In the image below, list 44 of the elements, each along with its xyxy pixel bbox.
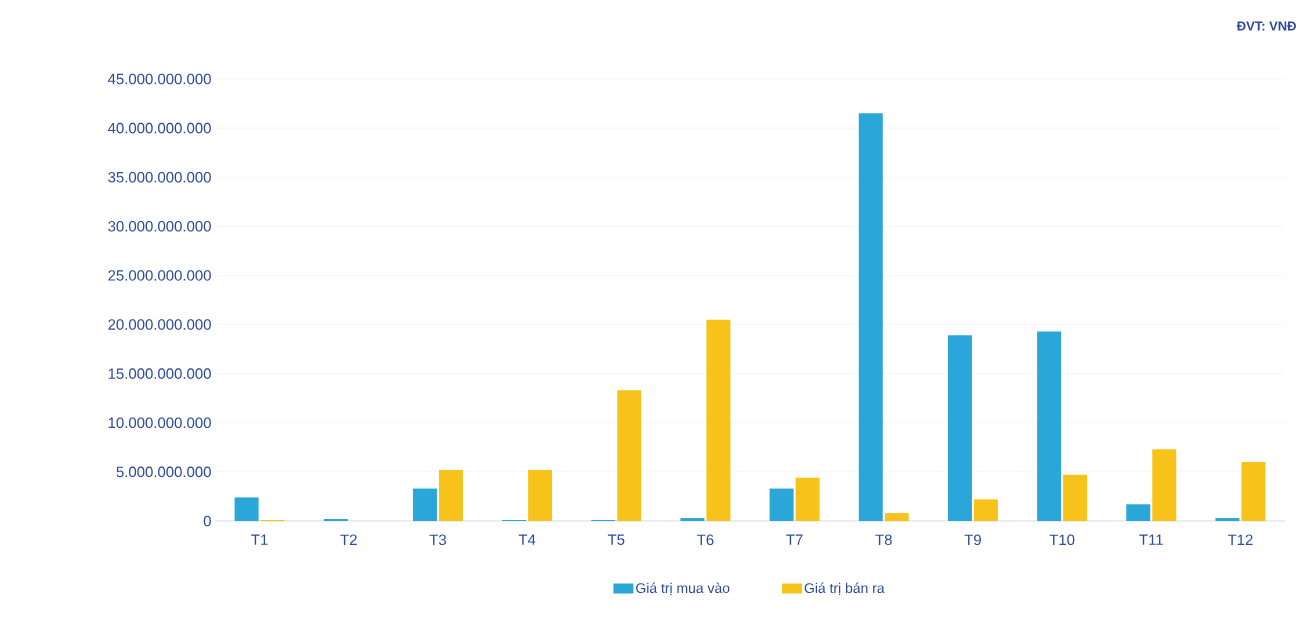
x-tick-label: T6 — [697, 534, 714, 546]
bar — [795, 477, 820, 521]
y-tick-label: 35.000.000.000 — [108, 171, 211, 183]
legend-label: Giá trị mua vào — [636, 582, 730, 596]
bar — [617, 390, 642, 521]
bar — [884, 513, 909, 521]
bar — [1126, 504, 1151, 521]
bar — [234, 497, 259, 521]
y-tick-label: 5.000.000.000 — [116, 466, 211, 478]
bar — [1215, 518, 1240, 521]
x-tick-label: T2 — [340, 534, 357, 545]
bar — [1241, 462, 1266, 521]
bar — [412, 488, 437, 521]
x-tick-label: T9 — [964, 534, 981, 546]
x-tick-label: T12 — [1227, 534, 1253, 545]
bar — [1152, 449, 1177, 521]
bar — [858, 113, 883, 521]
y-tick-label: 10.000.000.000 — [108, 417, 211, 429]
y-tick-label: 15.000.000.000 — [108, 368, 211, 379]
x-tick-label: T4 — [518, 534, 536, 545]
bar — [1037, 331, 1062, 521]
bar — [680, 518, 705, 521]
bar — [769, 488, 794, 521]
bar — [706, 319, 731, 521]
bar — [438, 469, 463, 521]
x-tick-label: T1 — [251, 534, 268, 545]
x-tick-label: T5 — [607, 534, 625, 545]
y-tick-label: 45.000.000.000 — [107, 73, 211, 85]
x-tick-label: T10 — [1049, 534, 1075, 546]
y-tick-label: 40.000.000.000 — [107, 122, 211, 134]
y-tick-label: 25.000.000.000 — [108, 270, 211, 281]
bar — [973, 499, 998, 521]
text: ĐVT: VNĐ — [1236, 21, 1296, 31]
x-tick-label: T3 — [429, 534, 446, 546]
x-tick-label: T11 — [1139, 534, 1163, 545]
y-tick-label: 20.000.000.000 — [108, 319, 211, 330]
y-tick-label: 30.000.000.000 — [108, 221, 211, 232]
bar — [947, 335, 972, 521]
x-tick-label: T8 — [875, 534, 892, 546]
bar — [1063, 474, 1088, 521]
legend-label: Giá trị bán ra — [804, 582, 885, 596]
x-tick-label: T7 — [786, 534, 803, 545]
y-tick-label: 0 — [203, 515, 211, 527]
bar — [528, 469, 553, 521]
